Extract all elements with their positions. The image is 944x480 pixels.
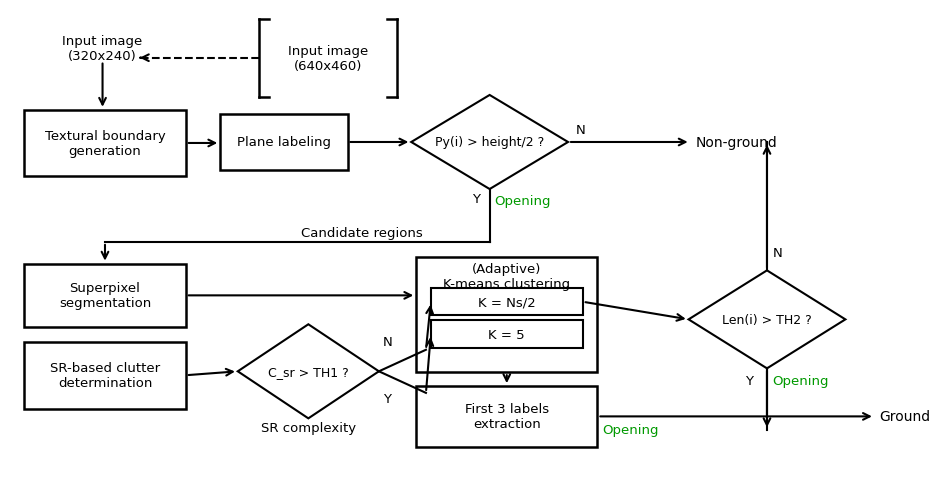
Text: Non-ground: Non-ground [696, 136, 777, 150]
Text: SR complexity: SR complexity [261, 421, 356, 434]
Text: Plane labeling: Plane labeling [237, 136, 330, 149]
Text: Ground: Ground [880, 409, 931, 423]
Text: K = Ns/2: K = Ns/2 [478, 296, 535, 309]
FancyBboxPatch shape [416, 386, 598, 447]
Text: N: N [576, 123, 585, 136]
Text: Superpixel
segmentation: Superpixel segmentation [59, 282, 151, 310]
Polygon shape [688, 271, 846, 369]
Text: (Adaptive)
K-means clustering: (Adaptive) K-means clustering [444, 263, 570, 291]
Text: Y: Y [746, 374, 753, 387]
Polygon shape [412, 96, 568, 190]
Polygon shape [238, 324, 379, 419]
Text: Input image
(640x460): Input image (640x460) [288, 45, 368, 72]
FancyBboxPatch shape [25, 110, 186, 177]
FancyBboxPatch shape [25, 342, 186, 408]
FancyBboxPatch shape [25, 264, 186, 327]
Text: Candidate regions: Candidate regions [301, 226, 423, 239]
Text: N: N [383, 336, 393, 348]
Text: Opening: Opening [772, 374, 829, 387]
Text: SR-based clutter
determination: SR-based clutter determination [50, 361, 160, 389]
Text: C_sr > TH1 ?: C_sr > TH1 ? [268, 365, 348, 378]
FancyBboxPatch shape [430, 321, 582, 348]
Text: Y: Y [472, 193, 480, 206]
Text: Opening: Opening [602, 423, 659, 436]
Text: Textural boundary
generation: Textural boundary generation [44, 130, 165, 157]
FancyBboxPatch shape [220, 114, 347, 171]
FancyBboxPatch shape [430, 288, 582, 316]
Text: N: N [773, 247, 783, 260]
Text: First 3 labels
extraction: First 3 labels extraction [464, 403, 548, 431]
Text: Input image
(320x240): Input image (320x240) [62, 35, 143, 63]
Text: K = 5: K = 5 [488, 328, 525, 341]
Text: Py(i) > height/2 ?: Py(i) > height/2 ? [435, 136, 545, 149]
Text: Len(i) > TH2 ?: Len(i) > TH2 ? [722, 313, 812, 326]
FancyBboxPatch shape [416, 257, 598, 372]
Text: Opening: Opening [495, 195, 551, 208]
Text: Y: Y [383, 393, 391, 406]
